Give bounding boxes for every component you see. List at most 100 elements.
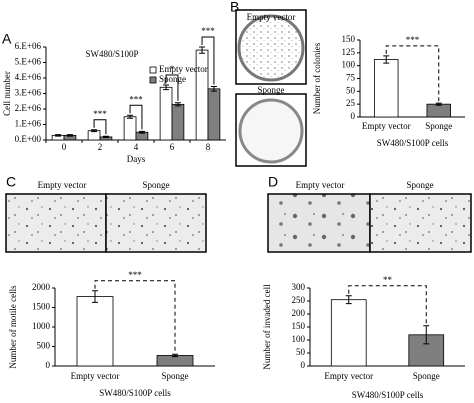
- y-tick-label: 150: [342, 34, 356, 44]
- y-tick-label: 300: [292, 282, 306, 292]
- significance-bracket: [129, 104, 143, 130]
- y-tick-label: 100: [292, 334, 306, 344]
- y-tick-label: 0: [46, 360, 51, 370]
- y-axis-label: Number of invaded cell: [262, 284, 272, 370]
- x-tick-label: Empty vector: [71, 371, 120, 381]
- dish: [237, 14, 305, 82]
- error-bar: [210, 86, 217, 92]
- legend-swatch: [149, 76, 157, 84]
- x-tick-label: Sponge: [413, 371, 440, 381]
- x-axis-label: Days: [127, 154, 146, 164]
- bar: [330, 299, 367, 367]
- bar: [426, 103, 451, 118]
- x-axis-label: SW480/S100P cells: [352, 390, 424, 400]
- error-bar: [55, 134, 62, 137]
- image-label: Sponge: [258, 85, 285, 95]
- significance-bracket: [348, 285, 427, 324]
- y-tick-label: 250: [292, 295, 306, 305]
- y-axis-label: Number of colonies: [312, 42, 322, 114]
- image-label: Empty vector: [247, 12, 296, 22]
- dish: [238, 98, 304, 164]
- error-bar: [383, 55, 390, 64]
- x-tick-label: Sponge: [162, 371, 189, 381]
- significance-label: ***: [93, 109, 107, 119]
- significance-label: ***: [129, 94, 143, 104]
- y-tick-label: 2.E+06: [15, 103, 42, 113]
- significance-label: *: [170, 64, 175, 74]
- significance-bracket: [165, 74, 179, 101]
- y-tick-label: 1000: [32, 321, 51, 331]
- y-tick-label: 2000: [32, 282, 51, 292]
- bar: [171, 103, 185, 141]
- error-bar: [91, 129, 98, 133]
- x-tick-label: Empty vector: [362, 121, 411, 131]
- x-tick-label: Empty vector: [324, 371, 373, 381]
- y-tick-label: 25: [346, 98, 356, 108]
- legend-label: Empty vector: [159, 64, 208, 74]
- legend-label: Sponge: [159, 74, 186, 84]
- x-axis-label: SW480/S100P cells: [377, 138, 449, 148]
- bar: [123, 116, 137, 141]
- panel-label: D: [268, 174, 278, 190]
- panel-label: B: [230, 0, 239, 15]
- y-tick-label: 1500: [32, 302, 51, 312]
- y-tick-label: 0: [301, 360, 306, 370]
- image-label: Sponge: [143, 180, 170, 190]
- y-tick-label: 0: [351, 111, 356, 121]
- bar: [374, 59, 399, 118]
- y-axis-label: Cell number: [2, 71, 12, 116]
- error-bar: [92, 290, 98, 303]
- significance-bracket: [94, 280, 176, 353]
- x-tick-label: 4: [134, 142, 139, 152]
- error-bar: [102, 135, 109, 139]
- error-bar: [435, 102, 442, 106]
- error-bar: [423, 325, 430, 345]
- significance-bracket: [93, 119, 107, 135]
- significance-label: **: [383, 275, 393, 285]
- x-axis-label: SW480/S100P cells: [99, 388, 171, 398]
- y-tick-label: 6.E+06: [15, 41, 42, 51]
- error-bar: [345, 295, 352, 305]
- image-label: Sponge: [407, 180, 434, 190]
- y-tick-label: 100: [342, 60, 356, 70]
- y-tick-label: 125: [342, 47, 356, 57]
- image-frame: [235, 93, 307, 167]
- panel-label: A: [2, 31, 12, 47]
- image-label: Empty vector: [296, 180, 345, 190]
- y-tick-label: 150: [292, 321, 306, 331]
- x-tick-label: 6: [170, 142, 175, 152]
- x-tick-label: Sponge: [425, 121, 452, 131]
- y-tick-label: 75: [346, 73, 356, 83]
- error-bar: [163, 84, 170, 91]
- y-tick-label: 0.E+00: [15, 134, 42, 144]
- significance-bracket: [201, 36, 215, 85]
- significance-label: ***: [128, 270, 142, 280]
- bar: [159, 86, 173, 141]
- image-label: Empty vector: [38, 180, 87, 190]
- error-bar: [138, 130, 145, 134]
- y-tick-label: 5.E+06: [15, 57, 42, 67]
- panel-label: C: [6, 174, 16, 190]
- x-tick-label: 8: [206, 142, 211, 152]
- bar: [76, 296, 114, 367]
- bar: [207, 88, 221, 141]
- error-bar: [174, 102, 181, 107]
- significance-label: ***: [406, 35, 420, 45]
- x-tick-label: 0: [62, 142, 67, 152]
- error-bar: [199, 46, 206, 54]
- subtitle: SW480/S100P: [85, 49, 138, 59]
- y-tick-label: 3.E+06: [15, 88, 42, 98]
- micrograph: [267, 193, 371, 253]
- image-frame: [235, 9, 307, 85]
- error-bar: [127, 114, 134, 119]
- y-axis-label: Number of motile cells: [8, 285, 18, 369]
- significance-label: ***: [201, 26, 215, 36]
- micrograph: [105, 193, 207, 253]
- y-tick-label: 200: [292, 308, 306, 318]
- y-tick-label: 1.E+06: [15, 119, 42, 129]
- error-bar: [66, 134, 73, 137]
- legend-swatch: [149, 66, 157, 74]
- y-tick-label: 50: [296, 347, 306, 357]
